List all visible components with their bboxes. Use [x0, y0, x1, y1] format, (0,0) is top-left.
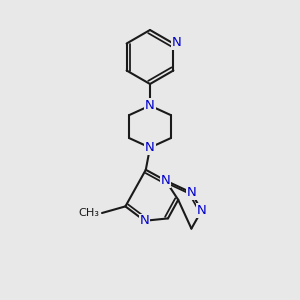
Text: N: N — [140, 214, 149, 227]
Text: N: N — [197, 204, 206, 217]
Text: N: N — [187, 186, 196, 199]
Text: N: N — [145, 99, 155, 112]
Text: N: N — [145, 141, 155, 154]
Text: N: N — [172, 36, 181, 50]
Text: CH₃: CH₃ — [78, 208, 99, 218]
Text: N: N — [161, 174, 170, 187]
